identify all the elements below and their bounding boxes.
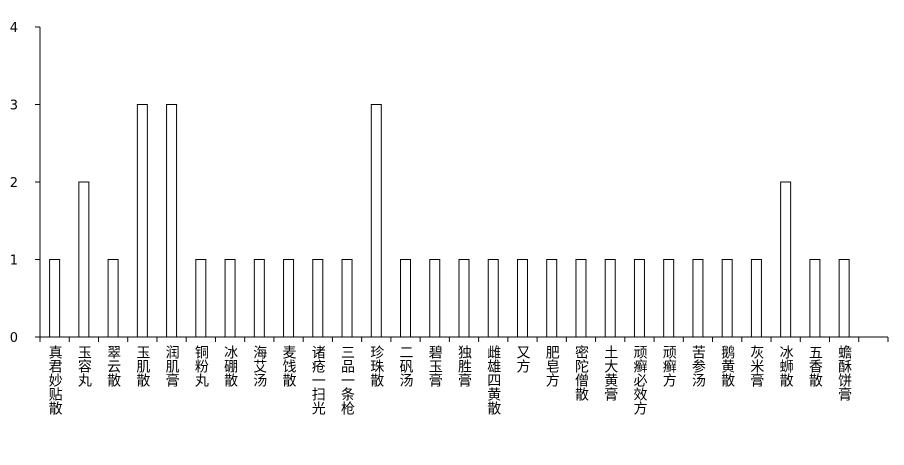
x-tick-label: 珍珠散 [368,345,384,387]
bar [312,259,324,338]
bar [136,104,148,338]
bar [780,181,792,338]
bar [429,259,441,338]
x-tick-label: 翠云散 [105,345,121,387]
x-tick-label: 雌雄四黄散 [485,345,501,415]
x-tick-label: 真君妙贴散 [47,345,63,415]
x-tick-label: 密陀僧散 [573,344,589,401]
x-tick-label: 蟾酥饼膏 [836,345,852,401]
y-tick-label: 3 [10,99,18,114]
x-tick-label: 肥皂方 [544,345,560,388]
bar [663,259,675,338]
bar [370,104,382,338]
x-tick-label: 二矾汤 [398,345,414,388]
bar [283,259,295,338]
x-tick-label: 玉容丸 [76,345,92,388]
bar [633,259,645,338]
x-tick-label: 顽癣必效方 [631,345,647,416]
x-tick-label: 碧玉膏 [427,345,443,387]
x-tick-label: 海艾汤 [251,345,267,388]
y-tick-label: 1 [10,254,18,269]
bar [49,259,61,338]
x-tick-label: 鹅黄散 [719,344,735,387]
bar [224,259,236,338]
bar [400,259,412,338]
x-tick-label: 独胜膏 [456,345,472,387]
x-tick-label: 诸疮一扫光 [310,345,326,416]
bar [721,259,733,338]
bar [546,259,558,338]
bar [692,259,704,338]
bar [604,259,616,338]
y-tick-label: 2 [10,176,18,191]
bar [166,104,178,338]
bar [516,259,528,338]
bar [341,259,353,338]
bar [750,259,762,338]
x-tick-label: 润肌膏 [164,345,180,387]
x-tick-label: 灰米膏 [748,345,764,387]
bar [809,259,821,338]
bar [195,259,207,338]
x-tick-label: 又方 [514,345,530,374]
x-tick-label: 苦参汤 [690,345,706,388]
x-tick-label: 铜粉丸 [193,345,209,388]
x-tick-label: 土大黄膏 [602,345,618,401]
y-tick-label: 4 [10,21,18,36]
x-tick-label: 冰硼散 [222,345,238,387]
bar [78,181,90,338]
x-tick-label: 麦饯散 [281,345,297,387]
x-tick-label: 冰蛳散 [778,345,794,387]
bar [458,259,470,338]
x-tick-label: 玉肌散 [134,345,150,387]
bar [107,259,119,338]
bar [838,259,850,338]
x-tick-label: 五香散 [807,345,823,387]
bar [487,259,499,338]
y-tick-label: 0 [10,331,18,346]
x-tick-label: 顽癣方 [661,345,677,388]
bar [253,259,265,338]
bar [575,259,587,338]
x-tick-label: 三品一条枪 [339,345,355,416]
